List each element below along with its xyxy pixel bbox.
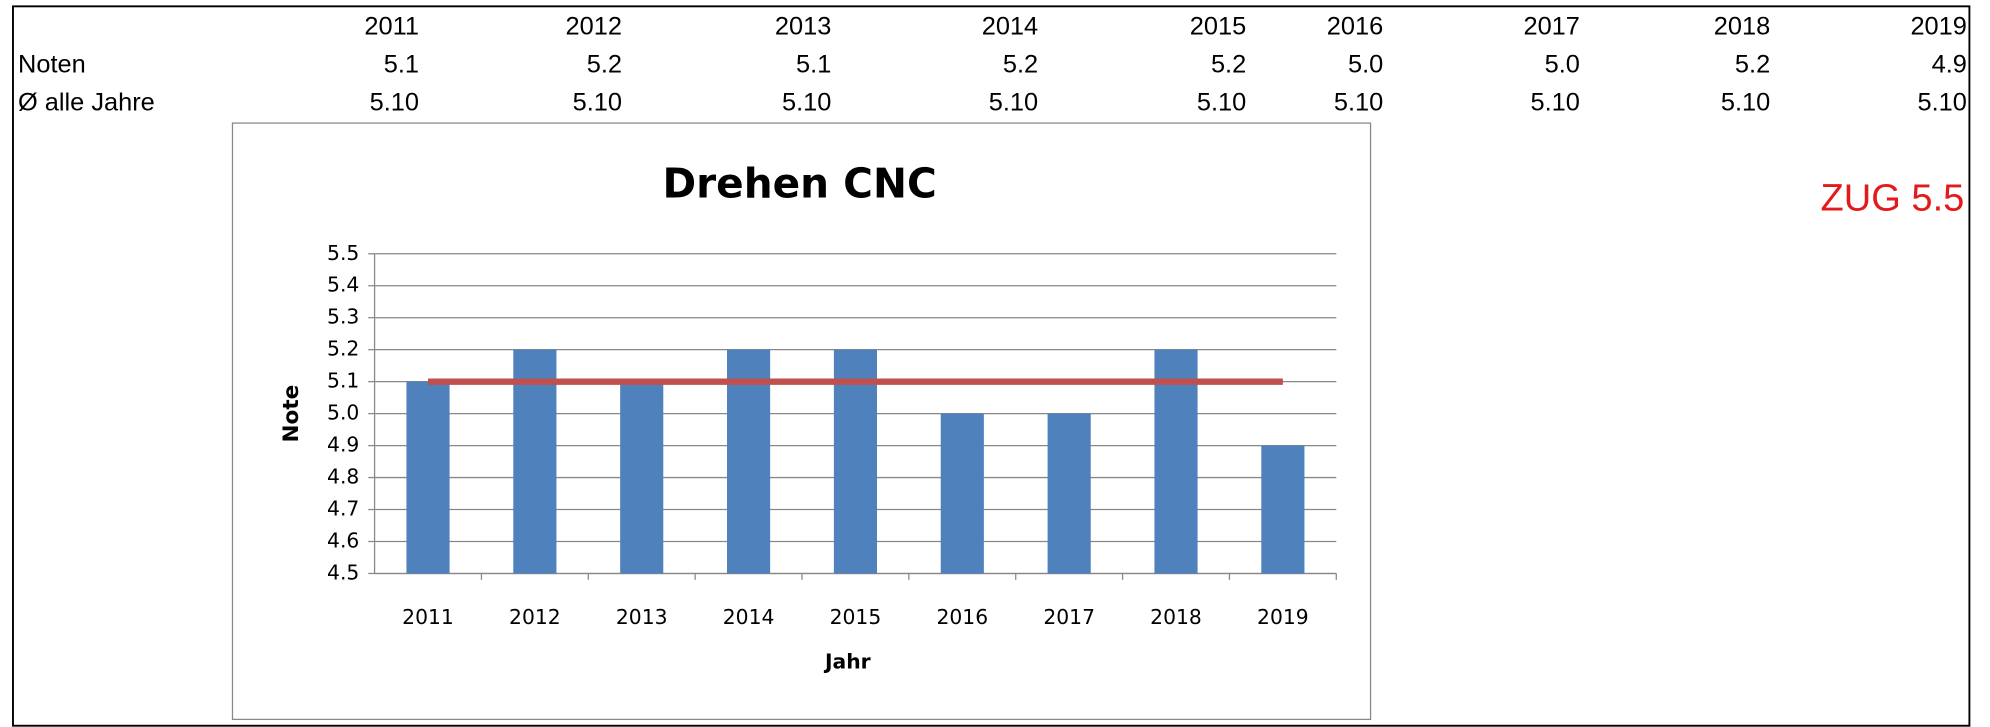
y-tick-label: 5.2 — [327, 337, 359, 361]
cell: 4.9 — [1932, 51, 1967, 79]
bar — [1261, 445, 1305, 574]
column-header: 2012 — [566, 13, 622, 41]
x-tick-label: 2019 — [1257, 605, 1309, 629]
bar — [620, 381, 664, 574]
column-header: 2017 — [1523, 13, 1579, 41]
column-header: 2015 — [1190, 13, 1246, 41]
column-header: 2014 — [982, 13, 1038, 41]
cell: 5.10 — [1531, 89, 1580, 117]
note: ZUG 5.5 — [1821, 178, 1965, 220]
cell: 5.0 — [1545, 51, 1580, 79]
column-header: 2019 — [1910, 13, 1966, 41]
y-tick-label: 5.4 — [327, 273, 359, 297]
y-tick-label: 4.7 — [327, 497, 359, 521]
cell: 5.10 — [989, 89, 1038, 117]
bar — [727, 349, 771, 574]
cell: 5.10 — [370, 89, 419, 117]
bar — [1154, 349, 1198, 574]
x-tick-label: 2012 — [509, 605, 561, 629]
cell: 5.0 — [1348, 51, 1383, 79]
chart-title: Drehen CNC — [662, 160, 936, 208]
y-tick-label: 4.8 — [327, 465, 359, 489]
x-tick-label: 2015 — [830, 605, 882, 629]
bar — [833, 349, 878, 574]
column-header: 2016 — [1327, 13, 1383, 41]
bar — [940, 413, 984, 574]
bar — [406, 381, 450, 574]
cell: 5.10 — [573, 89, 622, 117]
column-header: 2013 — [775, 13, 831, 41]
y-tick-label: 5.1 — [327, 369, 359, 393]
cell: 5.10 — [1334, 89, 1383, 117]
row-label: Ø alle Jahre — [18, 89, 155, 117]
x-tick-label: 2011 — [402, 605, 454, 629]
cell: 5.2 — [587, 51, 622, 79]
y-tick-label: 5.5 — [327, 241, 359, 265]
cell: 5.2 — [1211, 51, 1246, 79]
y-tick-label: 4.5 — [327, 560, 359, 584]
x-tick-label: 2016 — [936, 605, 988, 629]
bar — [513, 349, 557, 574]
x-axis-title: Jahr — [823, 649, 871, 673]
cell: 5.10 — [1918, 89, 1967, 117]
row-label: Noten — [18, 51, 86, 79]
column-header: 2018 — [1714, 13, 1770, 41]
y-axis-title: Note — [279, 385, 304, 443]
cell: 5.1 — [796, 51, 831, 79]
y-tick-label: 5.0 — [327, 401, 359, 425]
y-tick-label: 5.3 — [327, 305, 359, 329]
chart-frame — [231, 122, 1372, 721]
cell: 5.1 — [384, 51, 419, 79]
column-header: 2011 — [364, 13, 419, 41]
sheet-border — [12, 5, 1971, 727]
cell: 5.2 — [1003, 51, 1038, 79]
y-tick-label: 4.9 — [327, 433, 359, 457]
x-tick-label: 2017 — [1043, 605, 1095, 629]
y-tick-label: 4.6 — [327, 529, 359, 553]
cell: 5.10 — [1197, 89, 1246, 117]
x-tick-label: 2014 — [723, 605, 775, 629]
cell: 5.10 — [782, 89, 831, 117]
x-tick-label: 2018 — [1150, 605, 1202, 629]
cell: 5.10 — [1721, 89, 1770, 117]
x-tick-label: 2013 — [616, 605, 668, 629]
cell: 5.2 — [1735, 51, 1770, 79]
bar — [1047, 413, 1091, 574]
